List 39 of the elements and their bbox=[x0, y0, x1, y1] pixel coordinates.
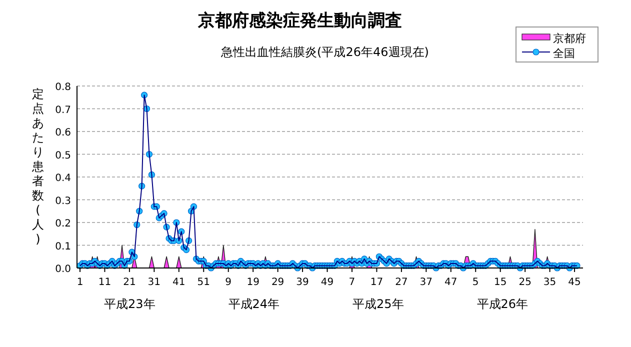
text: 平成24年 bbox=[228, 297, 280, 311]
x-tick-label: 51 bbox=[197, 277, 210, 288]
y-tick-label: 0.1 bbox=[55, 241, 71, 252]
x-tick-label: 21 bbox=[123, 277, 136, 288]
x-tick-label: 5 bbox=[472, 277, 479, 288]
y-tick-label: 0.8 bbox=[55, 82, 71, 93]
x-tick-label: 25 bbox=[518, 277, 532, 288]
x-tick-label: 17 bbox=[370, 277, 384, 288]
x-tick-label: 45 bbox=[568, 277, 581, 288]
legend-label: 京都府 bbox=[553, 32, 586, 45]
x-tick-label: 29 bbox=[271, 277, 284, 288]
text: 平成23年 bbox=[104, 297, 156, 311]
x-tick-label: 9 bbox=[225, 277, 232, 288]
chart-subtitle: 急性出血性結膜炎(平成26年46週現在) bbox=[220, 45, 429, 59]
x-tick-label: 47 bbox=[444, 277, 458, 288]
legend-label: 全国 bbox=[553, 47, 575, 60]
x-tick-label: 41 bbox=[172, 277, 186, 288]
x-tick-label: 11 bbox=[98, 277, 112, 288]
y-tick-label: 0.0 bbox=[55, 264, 71, 275]
y-tick-label: 0.5 bbox=[55, 150, 71, 162]
x-tick-label: 7 bbox=[348, 277, 356, 288]
y-tick-label: 0.4 bbox=[55, 173, 71, 184]
x-tick-label: 35 bbox=[543, 277, 556, 288]
y-tick-label: 0.2 bbox=[55, 218, 71, 230]
x-tick-label: 1 bbox=[76, 277, 84, 288]
x-tick-label: 27 bbox=[395, 277, 408, 288]
x-tick-label: 49 bbox=[320, 277, 334, 288]
chart-title: 京都府感染症発生動向調査 bbox=[197, 11, 402, 31]
x-tick-label: 39 bbox=[296, 277, 309, 288]
text: 平成26年 bbox=[476, 297, 528, 311]
y-tick-label: 0.7 bbox=[55, 104, 71, 116]
x-tick-label: 37 bbox=[420, 277, 433, 288]
y-tick-label: 0.3 bbox=[55, 196, 71, 207]
x-tick-label: 15 bbox=[494, 277, 507, 288]
y-tick-label: 0.6 bbox=[55, 128, 71, 138]
x-tick-label: 31 bbox=[148, 277, 161, 288]
x-tick-label: 19 bbox=[246, 277, 260, 288]
text: 定点あたり患者数(人) bbox=[32, 87, 44, 246]
text: 平成25年 bbox=[352, 297, 404, 311]
